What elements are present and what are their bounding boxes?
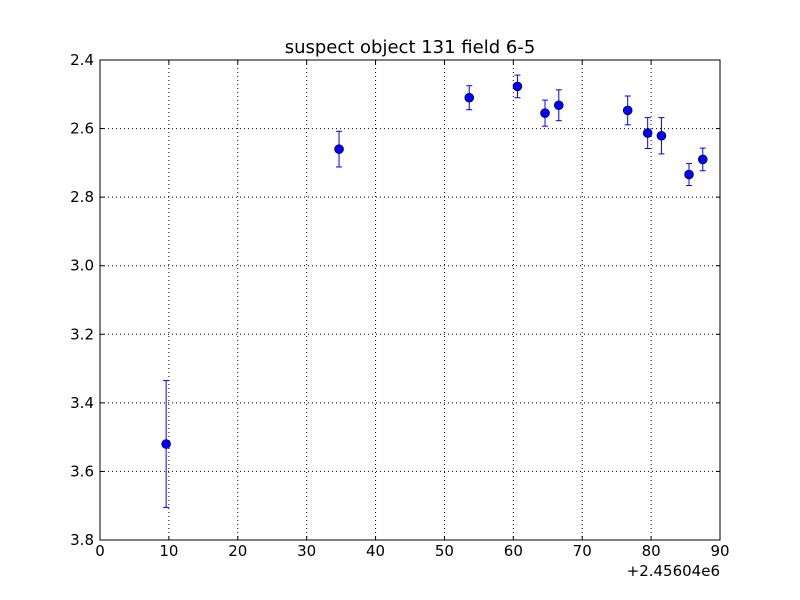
x-tick-label: 40 [366, 542, 385, 560]
y-tick-label: 2.6 [70, 120, 94, 138]
x-tick-label: 30 [297, 542, 316, 560]
data-point [553, 100, 564, 111]
data-point [656, 130, 667, 141]
axis-ticks: 0 10 20 30 40 50 60 70 80 90 2.4 2.6 2.8 3.0 3.2 3.4 3.6… [70, 51, 729, 560]
data-points [161, 74, 708, 508]
data-point [684, 169, 694, 180]
data-point [512, 81, 523, 92]
data-point [540, 108, 550, 118]
y-tick-label: 2.8 [70, 188, 94, 206]
x-offset-label: +2.45604e6 [627, 562, 720, 580]
x-tick-label: 60 [504, 542, 523, 560]
y-tick-label: 2.4 [70, 51, 94, 69]
data-point [622, 105, 633, 116]
plot-frame [99, 59, 721, 541]
grid [100, 60, 720, 540]
data-point [697, 154, 708, 165]
data-point [161, 439, 171, 449]
x-tick-label: 90 [710, 542, 729, 560]
chart-title: suspect object 131 field 6-5 [285, 37, 536, 58]
x-tick-label: 70 [573, 542, 592, 560]
x-tick-label: 80 [642, 542, 661, 560]
x-tick-label: 50 [435, 542, 454, 560]
data-point [642, 128, 653, 138]
y-tick-label: 3.0 [70, 257, 94, 275]
y-tick-label: 3.6 [70, 462, 94, 480]
data-point [464, 92, 475, 103]
y-tick-label: 3.2 [70, 325, 94, 343]
x-tick-label: 20 [228, 542, 247, 560]
y-tick-label: 3.4 [70, 394, 94, 412]
y-tick-label: 3.8 [70, 531, 94, 549]
x-tick-label: 10 [159, 542, 178, 560]
x-tick-label: 0 [95, 542, 105, 560]
data-point [334, 144, 344, 154]
